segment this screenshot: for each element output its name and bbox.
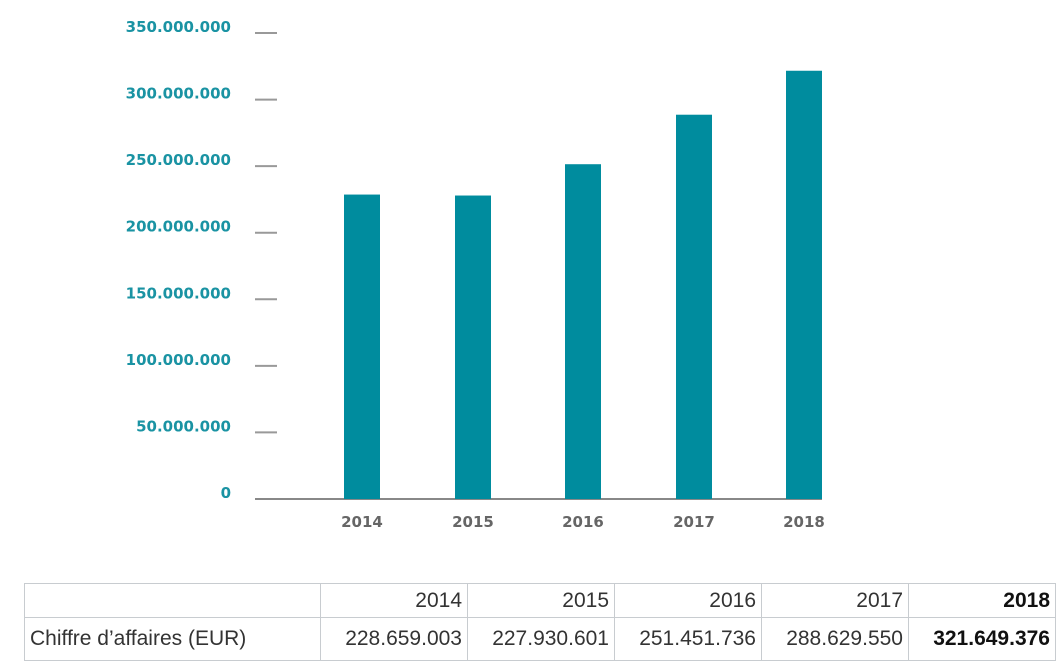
table-header-2014: 2014: [320, 583, 468, 618]
y-tick-label: 200.000.000: [126, 218, 231, 236]
bar-chart: 0 50.000.000 100.000.000 150.000.000 200.000…: [126, 18, 825, 531]
y-tick-label: 150.000.000: [126, 284, 231, 302]
x-tick-label: 2018: [783, 513, 825, 531]
table-header-2016: 2016: [614, 583, 762, 618]
value-2014: 228.659.003: [320, 617, 468, 661]
value-2018: 321.649.376: [908, 617, 1056, 661]
x-tick-label: 2017: [673, 513, 715, 531]
x-tick-label: 2016: [562, 513, 604, 531]
y-tick-label: 100.000.000: [126, 351, 231, 369]
x-tick-label: 2015: [452, 513, 494, 531]
bar-2015: [455, 195, 491, 500]
table-header-row: 2014 2015 2016 2017 2018: [24, 583, 1056, 618]
table-header-2017: 2017: [761, 583, 909, 618]
y-tick-label: 300.000.000: [126, 85, 231, 103]
value-2016: 251.451.736: [614, 617, 762, 661]
y-tick-label: 50.000.000: [136, 417, 231, 435]
value-2017: 288.629.550: [761, 617, 909, 661]
bar-2016: [565, 164, 601, 500]
table-row: Chiffre d’affaires (EUR) 228.659.003 227…: [24, 617, 1056, 661]
value-2015: 227.930.601: [467, 617, 615, 661]
bar-2018: [786, 70, 822, 500]
table-header-2018: 2018: [908, 583, 1056, 618]
table-header-empty: [24, 583, 321, 618]
y-tick-label: 0: [221, 484, 231, 502]
x-tick-label: 2014: [341, 513, 383, 531]
bar-2014: [344, 194, 380, 499]
bar-2017: [676, 114, 712, 499]
row-label: Chiffre d’affaires (EUR): [24, 617, 321, 661]
y-tick-label: 250.000.000: [126, 151, 231, 169]
table-header-2015: 2015: [467, 583, 615, 618]
revenue-table: 2014 2015 2016 2017 2018 Chiffre d’affai…: [24, 583, 1056, 661]
y-tick-label: 350.000.000: [126, 18, 231, 36]
